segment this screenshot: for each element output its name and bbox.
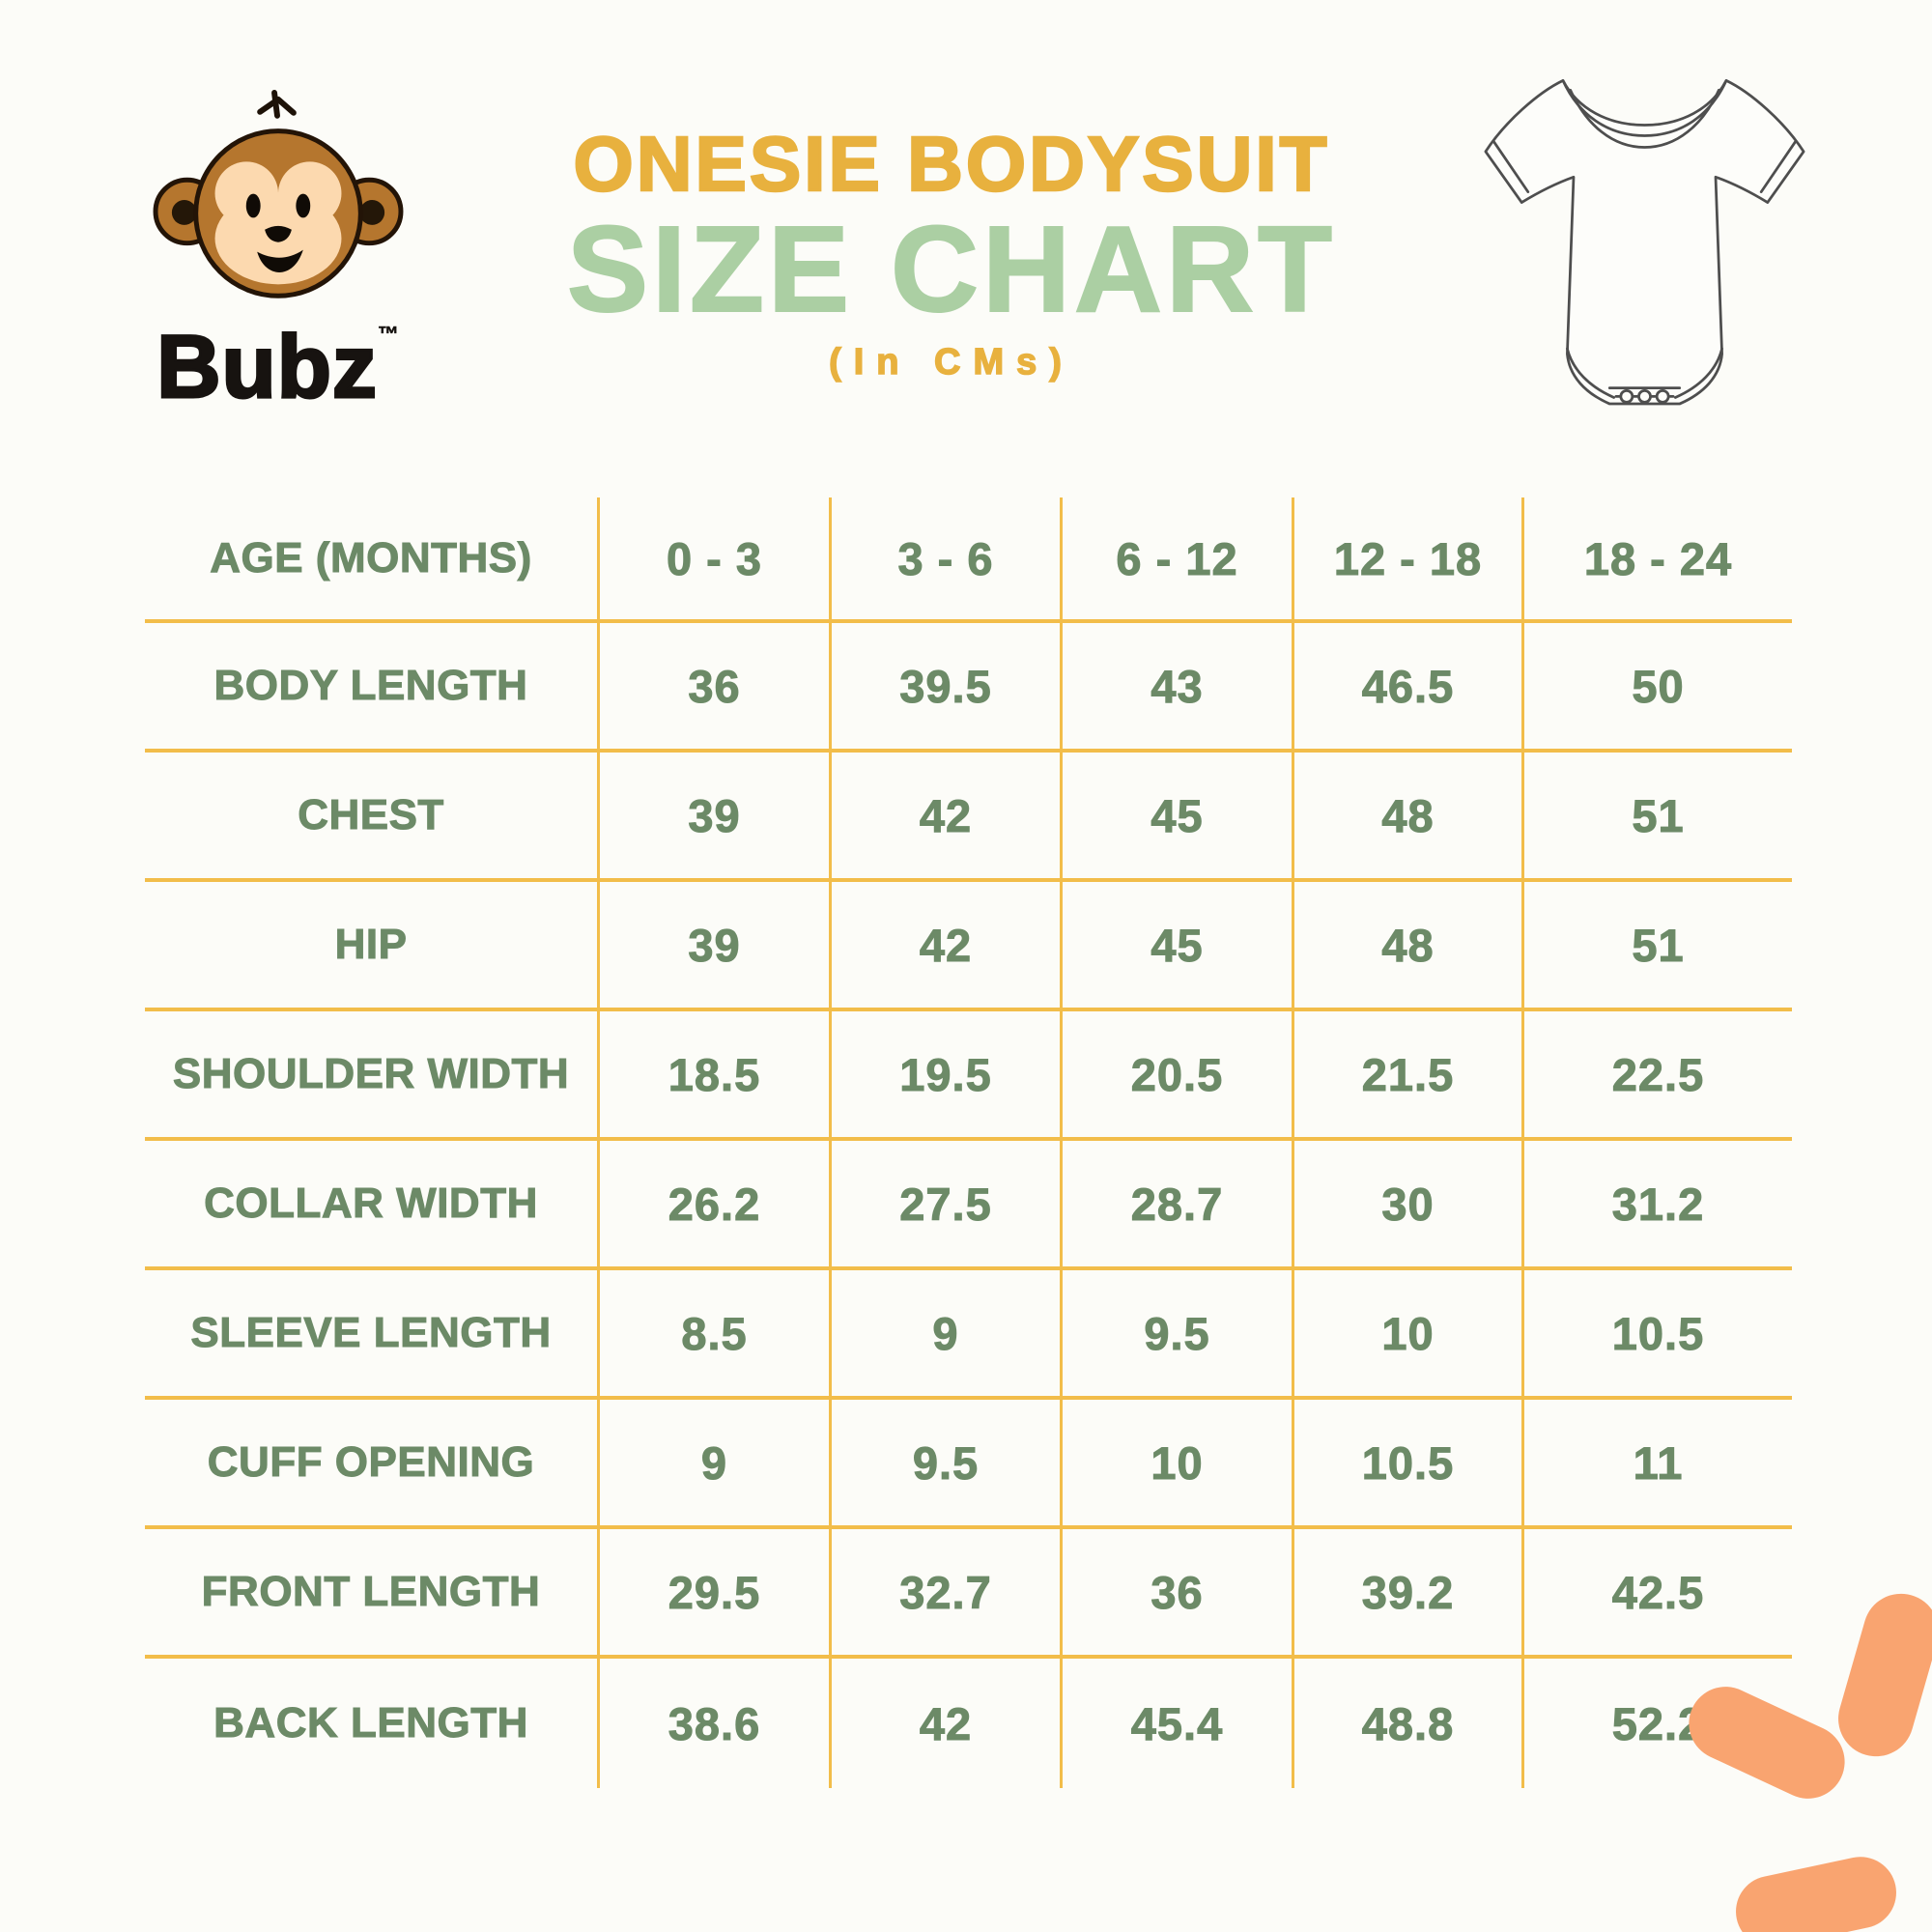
row-label-cell: BODY LENGTH — [145, 623, 600, 753]
value-cell: 28.7 — [1063, 1141, 1294, 1270]
row-label-cell: HIP — [145, 882, 600, 1011]
value-cell: 31.2 — [1524, 1141, 1792, 1270]
value-cell: 45.4 — [1063, 1659, 1294, 1788]
row-label-cell: BACK LENGTH — [145, 1659, 600, 1788]
value-cell: 48 — [1294, 882, 1524, 1011]
column-header-cell: 6 - 12 — [1063, 497, 1294, 623]
value-cell: 9 — [832, 1270, 1063, 1400]
column-header-cell: 12 - 18 — [1294, 497, 1524, 623]
value-cell: 42 — [832, 753, 1063, 882]
value-cell: 26.2 — [600, 1141, 832, 1270]
row-label-cell: SHOULDER WIDTH — [145, 1011, 600, 1141]
value-cell: 9 — [600, 1400, 832, 1529]
brush-stroke-icon — [1729, 1850, 1903, 1932]
value-cell: 8.5 — [600, 1270, 832, 1400]
brand-name: Bubz™ — [140, 322, 415, 413]
row-label-cell: CHEST — [145, 753, 600, 882]
value-cell: 10.5 — [1294, 1400, 1524, 1529]
title-block: ONESIE BODYSUIT SIZE CHART (In CMs) — [517, 121, 1386, 384]
value-cell: 9.5 — [1063, 1270, 1294, 1400]
value-cell: 21.5 — [1294, 1011, 1524, 1141]
column-header-cell: 0 - 3 — [600, 497, 832, 623]
value-cell: 45 — [1063, 753, 1294, 882]
value-cell: 22.5 — [1524, 1011, 1792, 1141]
brand-logo: Bubz™ — [140, 87, 415, 413]
value-cell: 42.5 — [1524, 1529, 1792, 1659]
value-cell: 46.5 — [1294, 623, 1524, 753]
row-label-cell: COLLAR WIDTH — [145, 1141, 600, 1270]
age-header-cell: AGE (MONTHS) — [145, 497, 600, 623]
page-title: ONESIE BODYSUIT — [572, 121, 1330, 207]
onesie-bodysuit-illustration — [1484, 79, 1805, 406]
page-subtitle: SIZE CHART — [566, 201, 1336, 337]
value-cell: 20.5 — [1063, 1011, 1294, 1141]
value-cell: 19.5 — [832, 1011, 1063, 1141]
value-cell: 50 — [1524, 623, 1792, 753]
value-cell: 36 — [600, 623, 832, 753]
value-cell: 10 — [1294, 1270, 1524, 1400]
value-cell: 9.5 — [832, 1400, 1063, 1529]
value-cell: 48.8 — [1294, 1659, 1524, 1788]
value-cell: 43 — [1063, 623, 1294, 753]
value-cell: 36 — [1063, 1529, 1294, 1659]
column-header-cell: 18 - 24 — [1524, 497, 1792, 623]
value-cell: 51 — [1524, 882, 1792, 1011]
value-cell: 30 — [1294, 1141, 1524, 1270]
monkey-icon — [153, 89, 403, 298]
brush-stroke-icon — [1829, 1584, 1932, 1766]
value-cell: 48 — [1294, 753, 1524, 882]
row-label-cell: FRONT LENGTH — [145, 1529, 600, 1659]
unit-note: (In CMs) — [828, 341, 1074, 384]
row-label-cell: CUFF OPENING — [145, 1400, 600, 1529]
value-cell: 18.5 — [600, 1011, 832, 1141]
row-label-cell: SLEEVE LENGTH — [145, 1270, 600, 1400]
brand-name-text: Bubz — [156, 318, 379, 416]
value-cell: 29.5 — [600, 1529, 832, 1659]
value-cell: 45 — [1063, 882, 1294, 1011]
value-cell: 51 — [1524, 753, 1792, 882]
value-cell: 32.7 — [832, 1529, 1063, 1659]
value-cell: 42 — [832, 1659, 1063, 1788]
value-cell: 39.2 — [1294, 1529, 1524, 1659]
value-cell: 39 — [600, 882, 832, 1011]
value-cell: 39 — [600, 753, 832, 882]
value-cell: 42 — [832, 882, 1063, 1011]
column-header-cell: 3 - 6 — [832, 497, 1063, 623]
value-cell: 38.6 — [600, 1659, 832, 1788]
value-cell: 10 — [1063, 1400, 1294, 1529]
value-cell: 11 — [1524, 1400, 1792, 1529]
value-cell: 39.5 — [832, 623, 1063, 753]
trademark-symbol: ™ — [377, 322, 400, 346]
value-cell: 27.5 — [832, 1141, 1063, 1270]
value-cell: 10.5 — [1524, 1270, 1792, 1400]
